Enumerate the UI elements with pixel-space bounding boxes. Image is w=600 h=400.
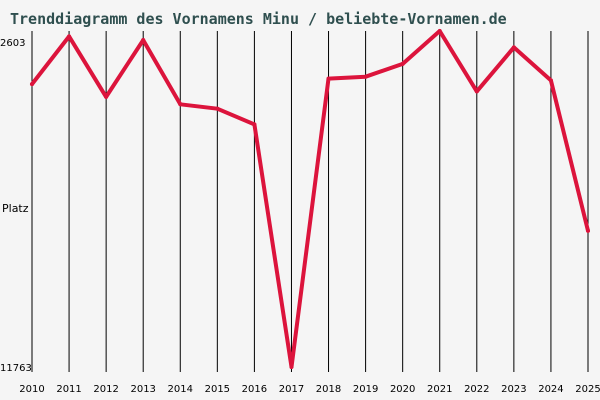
series-line-0 bbox=[30, 29, 590, 369]
x-tick-label-2012: 2012 bbox=[93, 384, 118, 395]
x-tick-label-2022: 2022 bbox=[464, 384, 489, 395]
data-point-2020 bbox=[400, 61, 405, 66]
x-tick-label-2014: 2014 bbox=[168, 384, 193, 395]
data-point-2012 bbox=[104, 94, 109, 99]
x-tick-label-2025: 2025 bbox=[575, 384, 600, 395]
y-axis-label: Platz bbox=[2, 202, 29, 215]
x-tick-label-2020: 2020 bbox=[390, 384, 415, 395]
x-tick-label-2024: 2024 bbox=[538, 384, 563, 395]
data-point-2015 bbox=[215, 106, 220, 111]
data-point-2025 bbox=[586, 228, 590, 233]
x-tick-label-2019: 2019 bbox=[353, 384, 378, 395]
data-point-2010 bbox=[30, 82, 34, 87]
y-tick-label-bottom: 11763 bbox=[0, 363, 32, 374]
x-tick-label-2011: 2011 bbox=[56, 384, 81, 395]
x-tick-label-2018: 2018 bbox=[316, 384, 341, 395]
x-tick-label-2017: 2017 bbox=[279, 384, 304, 395]
data-point-2011 bbox=[67, 34, 72, 39]
x-tick-label-2016: 2016 bbox=[242, 384, 267, 395]
x-tick-label-2010: 2010 bbox=[19, 384, 44, 395]
vertical-gridlines bbox=[31, 31, 589, 372]
data-point-2023 bbox=[511, 45, 516, 50]
data-point-2013 bbox=[141, 38, 146, 43]
x-tick-label-2013: 2013 bbox=[130, 384, 155, 395]
data-point-2024 bbox=[548, 78, 553, 83]
x-tick-label-2021: 2021 bbox=[427, 384, 452, 395]
data-point-2014 bbox=[178, 102, 183, 107]
x-tick-label-2015: 2015 bbox=[205, 384, 230, 395]
data-point-2022 bbox=[474, 89, 479, 94]
data-point-2018 bbox=[326, 76, 331, 81]
data-point-2019 bbox=[363, 74, 368, 79]
y-tick-label-top: 2603 bbox=[0, 38, 25, 49]
x-tick-label-2023: 2023 bbox=[501, 384, 526, 395]
data-point-2021 bbox=[437, 29, 442, 33]
data-point-2017 bbox=[289, 365, 294, 369]
series-layer bbox=[30, 29, 590, 369]
data-point-2016 bbox=[252, 122, 257, 127]
tick-labels: 2010 2011 2012 2013 2014 2015 2016 2017 2018 2019… bbox=[0, 38, 600, 395]
chart-title: Trenddiagramm des Vornamens Minu / belie… bbox=[10, 10, 507, 28]
